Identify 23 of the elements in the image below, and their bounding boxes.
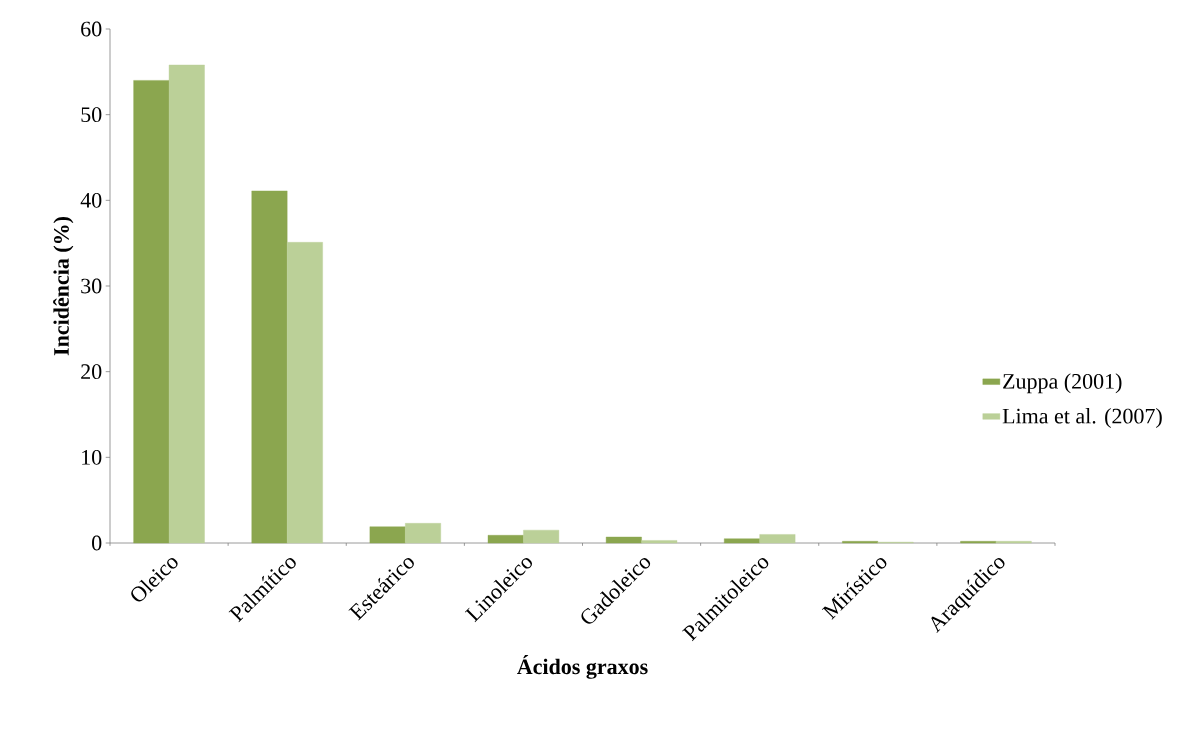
bar [251,190,288,544]
bar [369,526,406,544]
y-tick-label: 10 [82,449,102,465]
bar [641,540,678,544]
bar [286,242,323,544]
legend-label: Lima et al. (2007) [1002,408,1162,429]
y-tick-label: 20 [81,364,102,380]
bar [759,534,796,544]
x-axis-title: Ácidos graxos [517,655,648,679]
y-axis-title: Incidência (%) [53,216,74,356]
bar [405,523,441,544]
bar [724,538,760,544]
y-tick-label: 40 [80,192,102,208]
legend-label: Zuppa (2001) [1003,373,1122,394]
bar [133,80,170,544]
bar [487,535,524,544]
bar [605,536,642,544]
bar [523,529,560,544]
y-tick-label: 30 [81,278,102,294]
y-tick-label: 0 [92,535,102,551]
y-tick-label: 60 [81,21,102,37]
bar [168,64,205,544]
y-tick-label: 50 [81,107,102,123]
